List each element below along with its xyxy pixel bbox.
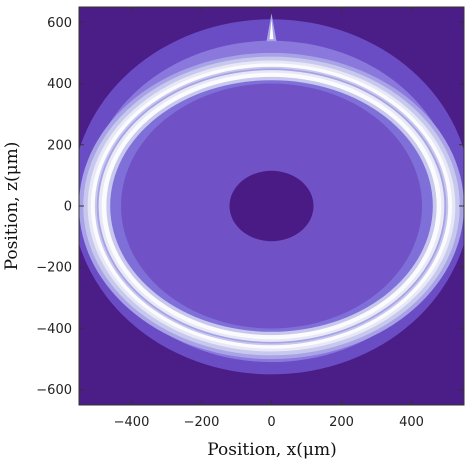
- contour-core: [229, 170, 314, 242]
- x-tick-label: 0: [267, 415, 275, 430]
- y-tick-label: 400: [47, 77, 72, 92]
- y-axis-label: Position, z(μm): [2, 142, 22, 271]
- x-tick-label: −400: [114, 415, 150, 430]
- x-tick-label: 200: [329, 415, 354, 430]
- contour-top-notch-core: [269, 19, 274, 40]
- y-tick-label: 0: [64, 200, 72, 215]
- y-tick-label: −600: [36, 383, 72, 398]
- x-tick-label: 400: [399, 415, 424, 430]
- y-tick-label: 200: [47, 138, 72, 153]
- x-tick-label: −200: [184, 415, 220, 430]
- y-axis: −600 −400 −200 0 200 400 600: [36, 16, 464, 398]
- x-axis-label: Position, x(μm): [207, 440, 336, 460]
- y-tick-label: −200: [36, 261, 72, 276]
- y-tick-label: −400: [36, 322, 72, 337]
- plot-area: [79, 7, 464, 405]
- x-axis: −400 −200 0 200 400: [114, 7, 424, 430]
- y-tick-label: 600: [47, 16, 72, 31]
